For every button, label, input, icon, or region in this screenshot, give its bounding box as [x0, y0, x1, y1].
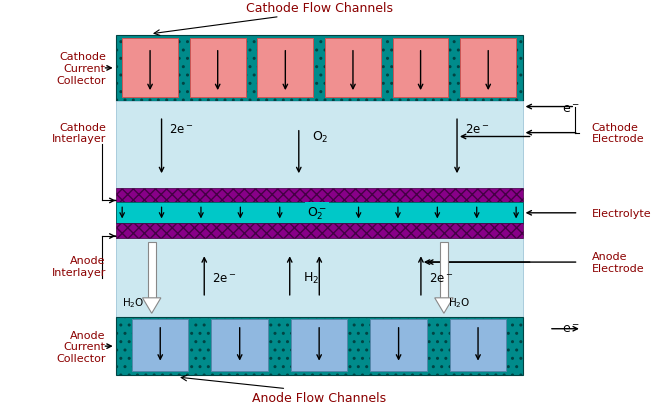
Bar: [393, 39, 448, 98]
Bar: [116, 36, 523, 102]
Bar: [116, 102, 523, 188]
Bar: [325, 39, 381, 98]
Bar: [291, 319, 348, 371]
Text: Cathode
Current
Collector: Cathode Current Collector: [56, 52, 106, 85]
Text: 2e$^-$: 2e$^-$: [465, 123, 490, 136]
Text: O$_2^-$: O$_2^-$: [307, 205, 327, 222]
Bar: [116, 188, 523, 203]
Bar: [148, 242, 156, 298]
Bar: [116, 224, 523, 238]
Bar: [460, 39, 516, 98]
Text: H$_2$: H$_2$: [303, 270, 319, 286]
Text: Anode
Electrode: Anode Electrode: [591, 252, 644, 273]
Text: H$_2$O: H$_2$O: [122, 295, 145, 309]
Polygon shape: [143, 298, 161, 313]
Text: Anode Flow Channels: Anode Flow Channels: [252, 390, 386, 403]
Text: Cathode Flow Channels: Cathode Flow Channels: [246, 2, 393, 15]
Bar: [258, 39, 313, 98]
Bar: [440, 242, 448, 298]
Text: O$_2$: O$_2$: [312, 130, 328, 145]
Bar: [116, 238, 523, 318]
Bar: [370, 319, 427, 371]
Text: 2e$^-$: 2e$^-$: [429, 271, 454, 284]
Bar: [190, 39, 246, 98]
Text: 2e$^-$: 2e$^-$: [169, 123, 194, 136]
Bar: [450, 319, 506, 371]
Bar: [122, 39, 178, 98]
Text: e$^-$: e$^-$: [562, 103, 580, 116]
Text: e$^-$: e$^-$: [562, 322, 580, 335]
Bar: [132, 319, 188, 371]
Text: H$_2$O: H$_2$O: [448, 295, 471, 309]
Text: Cathode
Interlayer: Cathode Interlayer: [51, 123, 106, 144]
Text: Electrolyte: Electrolyte: [591, 208, 651, 218]
Bar: [116, 203, 523, 224]
Polygon shape: [435, 298, 453, 313]
Bar: [116, 318, 523, 375]
Text: Anode
Interlayer: Anode Interlayer: [51, 256, 106, 277]
Text: 2e$^-$: 2e$^-$: [212, 271, 236, 284]
Text: Anode
Current
Collector: Anode Current Collector: [56, 330, 106, 363]
Bar: [212, 319, 268, 371]
Text: Cathode
Electrode: Cathode Electrode: [591, 123, 644, 144]
